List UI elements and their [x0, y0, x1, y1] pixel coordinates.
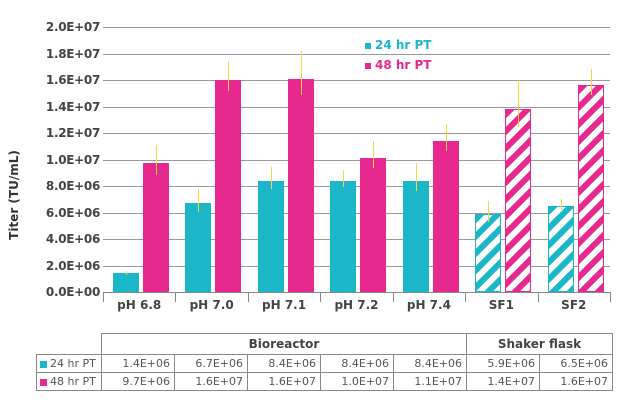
y-tick-label: 6.0E+06	[45, 205, 100, 220]
bar-48hr	[432, 140, 459, 292]
y-tick-label: 2.0E+06	[45, 258, 100, 273]
table-cell: 1.0E+07	[320, 372, 394, 391]
table-cell: 8.4E+06	[247, 354, 321, 373]
y-tick-label: 0.0E+00	[45, 285, 100, 299]
legend-item-24hr: 24 hr PT	[365, 38, 432, 52]
x-category-label: pH 7.0	[189, 298, 234, 312]
gridline	[103, 186, 610, 187]
y-tick-label: 2.0E+07	[45, 20, 100, 34]
legend-swatch-48hr	[365, 62, 371, 69]
table-cell: 1.4E+06	[101, 354, 175, 373]
x-category-label: pH 7.4	[406, 298, 451, 312]
error-bar	[488, 200, 490, 222]
bar-24hr	[330, 180, 357, 292]
gridline	[103, 53, 610, 55]
bar-24hr	[185, 203, 212, 292]
legend-swatch-48hr	[40, 378, 47, 386]
bar-48hr	[287, 78, 314, 292]
x-tick	[247, 292, 249, 302]
table-cell: 8.4E+06	[320, 354, 394, 373]
gridline	[103, 27, 610, 28]
legend-item-48hr: 48 hr PT	[365, 58, 432, 72]
y-tick-label: 1.2E+07	[45, 126, 100, 140]
legend-swatch-24hr	[40, 360, 47, 368]
table-group-bioreactor: Bioreactor	[101, 333, 467, 355]
bar-48hr	[360, 158, 387, 292]
x-tick	[320, 292, 322, 302]
gridline	[103, 265, 610, 267]
bar-48hr	[143, 163, 169, 292]
error-bar	[560, 199, 562, 210]
x-tick	[610, 292, 611, 302]
legend-swatch-24hr	[365, 42, 371, 49]
bar-24hr	[475, 213, 502, 292]
table-row-label: 48 hr PT	[36, 372, 102, 391]
table-cell: 5.9E+06	[466, 354, 540, 373]
gridline	[103, 239, 610, 240]
x-category-label: pH 6.8	[117, 298, 162, 312]
y-tick-label: 8.0E+06	[45, 179, 100, 193]
error-bar	[415, 163, 417, 192]
x-category-label: pH 7.2	[334, 298, 379, 312]
x-tick	[392, 292, 394, 302]
x-tick	[465, 292, 467, 302]
x-axis-line	[103, 292, 610, 293]
table-row: 48 hr PT 9.7E+06 1.6E+07 1.6E+07 1.0E+07…	[36, 372, 613, 391]
y-axis-label: Titer (TU/mL)	[7, 150, 21, 240]
table-cell: 1.6E+07	[247, 372, 321, 391]
table-group-shaker-flask: Shaker flask	[466, 333, 613, 355]
error-bar	[300, 50, 302, 96]
x-tick	[175, 292, 177, 302]
data-table: Bioreactor Shaker flask 24 hr PT 1.4E+06…	[36, 333, 613, 391]
error-bar	[198, 188, 200, 212]
gridline	[103, 133, 610, 134]
table-cell: 6.5E+06	[539, 354, 613, 373]
y-tick-label: 1.4E+07	[45, 99, 100, 114]
gridline	[103, 106, 610, 108]
table-cell: 8.4E+06	[393, 354, 467, 373]
table-cell: 1.1E+07	[393, 372, 467, 391]
bar-24hr	[547, 205, 574, 292]
table-cell: 1.6E+07	[174, 372, 248, 391]
table-cell: 1.6E+07	[539, 372, 613, 391]
error-bar	[445, 123, 447, 152]
table-cell: 1.4E+07	[466, 372, 540, 391]
y-tick-label: 1.6E+07	[45, 73, 100, 87]
bar-24hr	[402, 180, 429, 292]
gridline	[103, 159, 610, 161]
error-bar	[270, 167, 272, 189]
y-tick-label: 1.8E+07	[45, 46, 100, 61]
x-category-label: pH 7.1	[262, 298, 307, 312]
error-bar	[590, 69, 592, 95]
gridline	[103, 212, 610, 214]
bar-24hr	[113, 273, 139, 292]
table-row-label: 24 hr PT	[36, 354, 102, 373]
error-bar	[373, 140, 375, 169]
bar-48hr	[505, 109, 532, 292]
error-bar	[156, 144, 157, 175]
table-row: 24 hr PT 1.4E+06 6.7E+06 8.4E+06 8.4E+06…	[36, 354, 613, 373]
x-tick	[537, 292, 539, 302]
gridline	[103, 80, 610, 81]
y-tick-label: 1.0E+07	[45, 152, 100, 167]
bar-24hr	[257, 180, 284, 292]
y-tick-label: 4.0E+06	[45, 232, 100, 246]
x-tick	[103, 292, 104, 302]
error-bar	[126, 270, 127, 276]
table-group-row: Bioreactor Shaker flask	[37, 333, 613, 355]
x-category-label: SF1	[488, 298, 514, 312]
error-bar	[228, 61, 230, 92]
x-category-label: SF2	[561, 298, 587, 312]
error-bar	[343, 170, 345, 188]
table-cell: 6.7E+06	[174, 354, 248, 373]
bar-48hr	[215, 80, 242, 292]
table-cell: 9.7E+06	[101, 372, 175, 391]
error-bar	[518, 80, 520, 127]
bar-48hr	[577, 85, 604, 292]
